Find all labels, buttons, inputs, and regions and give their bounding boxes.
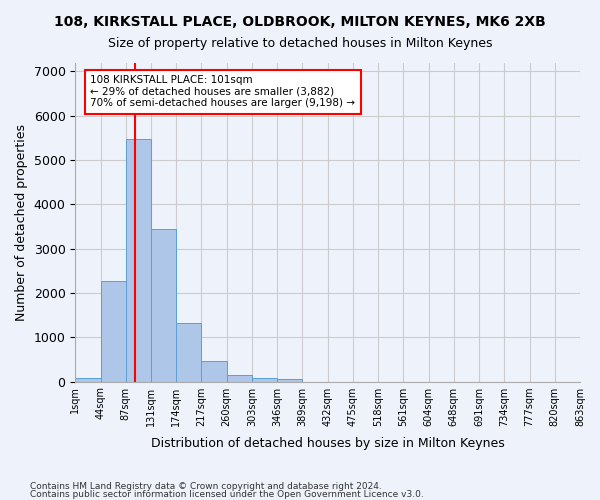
Bar — [75, 378, 101, 382]
Bar — [252, 378, 277, 382]
Text: Contains public sector information licensed under the Open Government Licence v3: Contains public sector information licen… — [30, 490, 424, 499]
Text: Size of property relative to detached houses in Milton Keynes: Size of property relative to detached ho… — [108, 38, 492, 51]
Y-axis label: Number of detached properties: Number of detached properties — [15, 124, 28, 320]
Text: Contains HM Land Registry data © Crown copyright and database right 2024.: Contains HM Land Registry data © Crown c… — [30, 482, 382, 491]
Bar — [151, 229, 176, 382]
Bar — [126, 139, 151, 382]
Bar — [227, 374, 252, 382]
X-axis label: Distribution of detached houses by size in Milton Keynes: Distribution of detached houses by size … — [151, 437, 505, 450]
Bar — [202, 361, 227, 382]
Bar — [176, 324, 202, 382]
Bar — [101, 280, 126, 382]
Text: 108, KIRKSTALL PLACE, OLDBROOK, MILTON KEYNES, MK6 2XB: 108, KIRKSTALL PLACE, OLDBROOK, MILTON K… — [54, 15, 546, 29]
Text: 108 KIRKSTALL PLACE: 101sqm
← 29% of detached houses are smaller (3,882)
70% of : 108 KIRKSTALL PLACE: 101sqm ← 29% of det… — [91, 76, 355, 108]
Bar — [277, 379, 302, 382]
